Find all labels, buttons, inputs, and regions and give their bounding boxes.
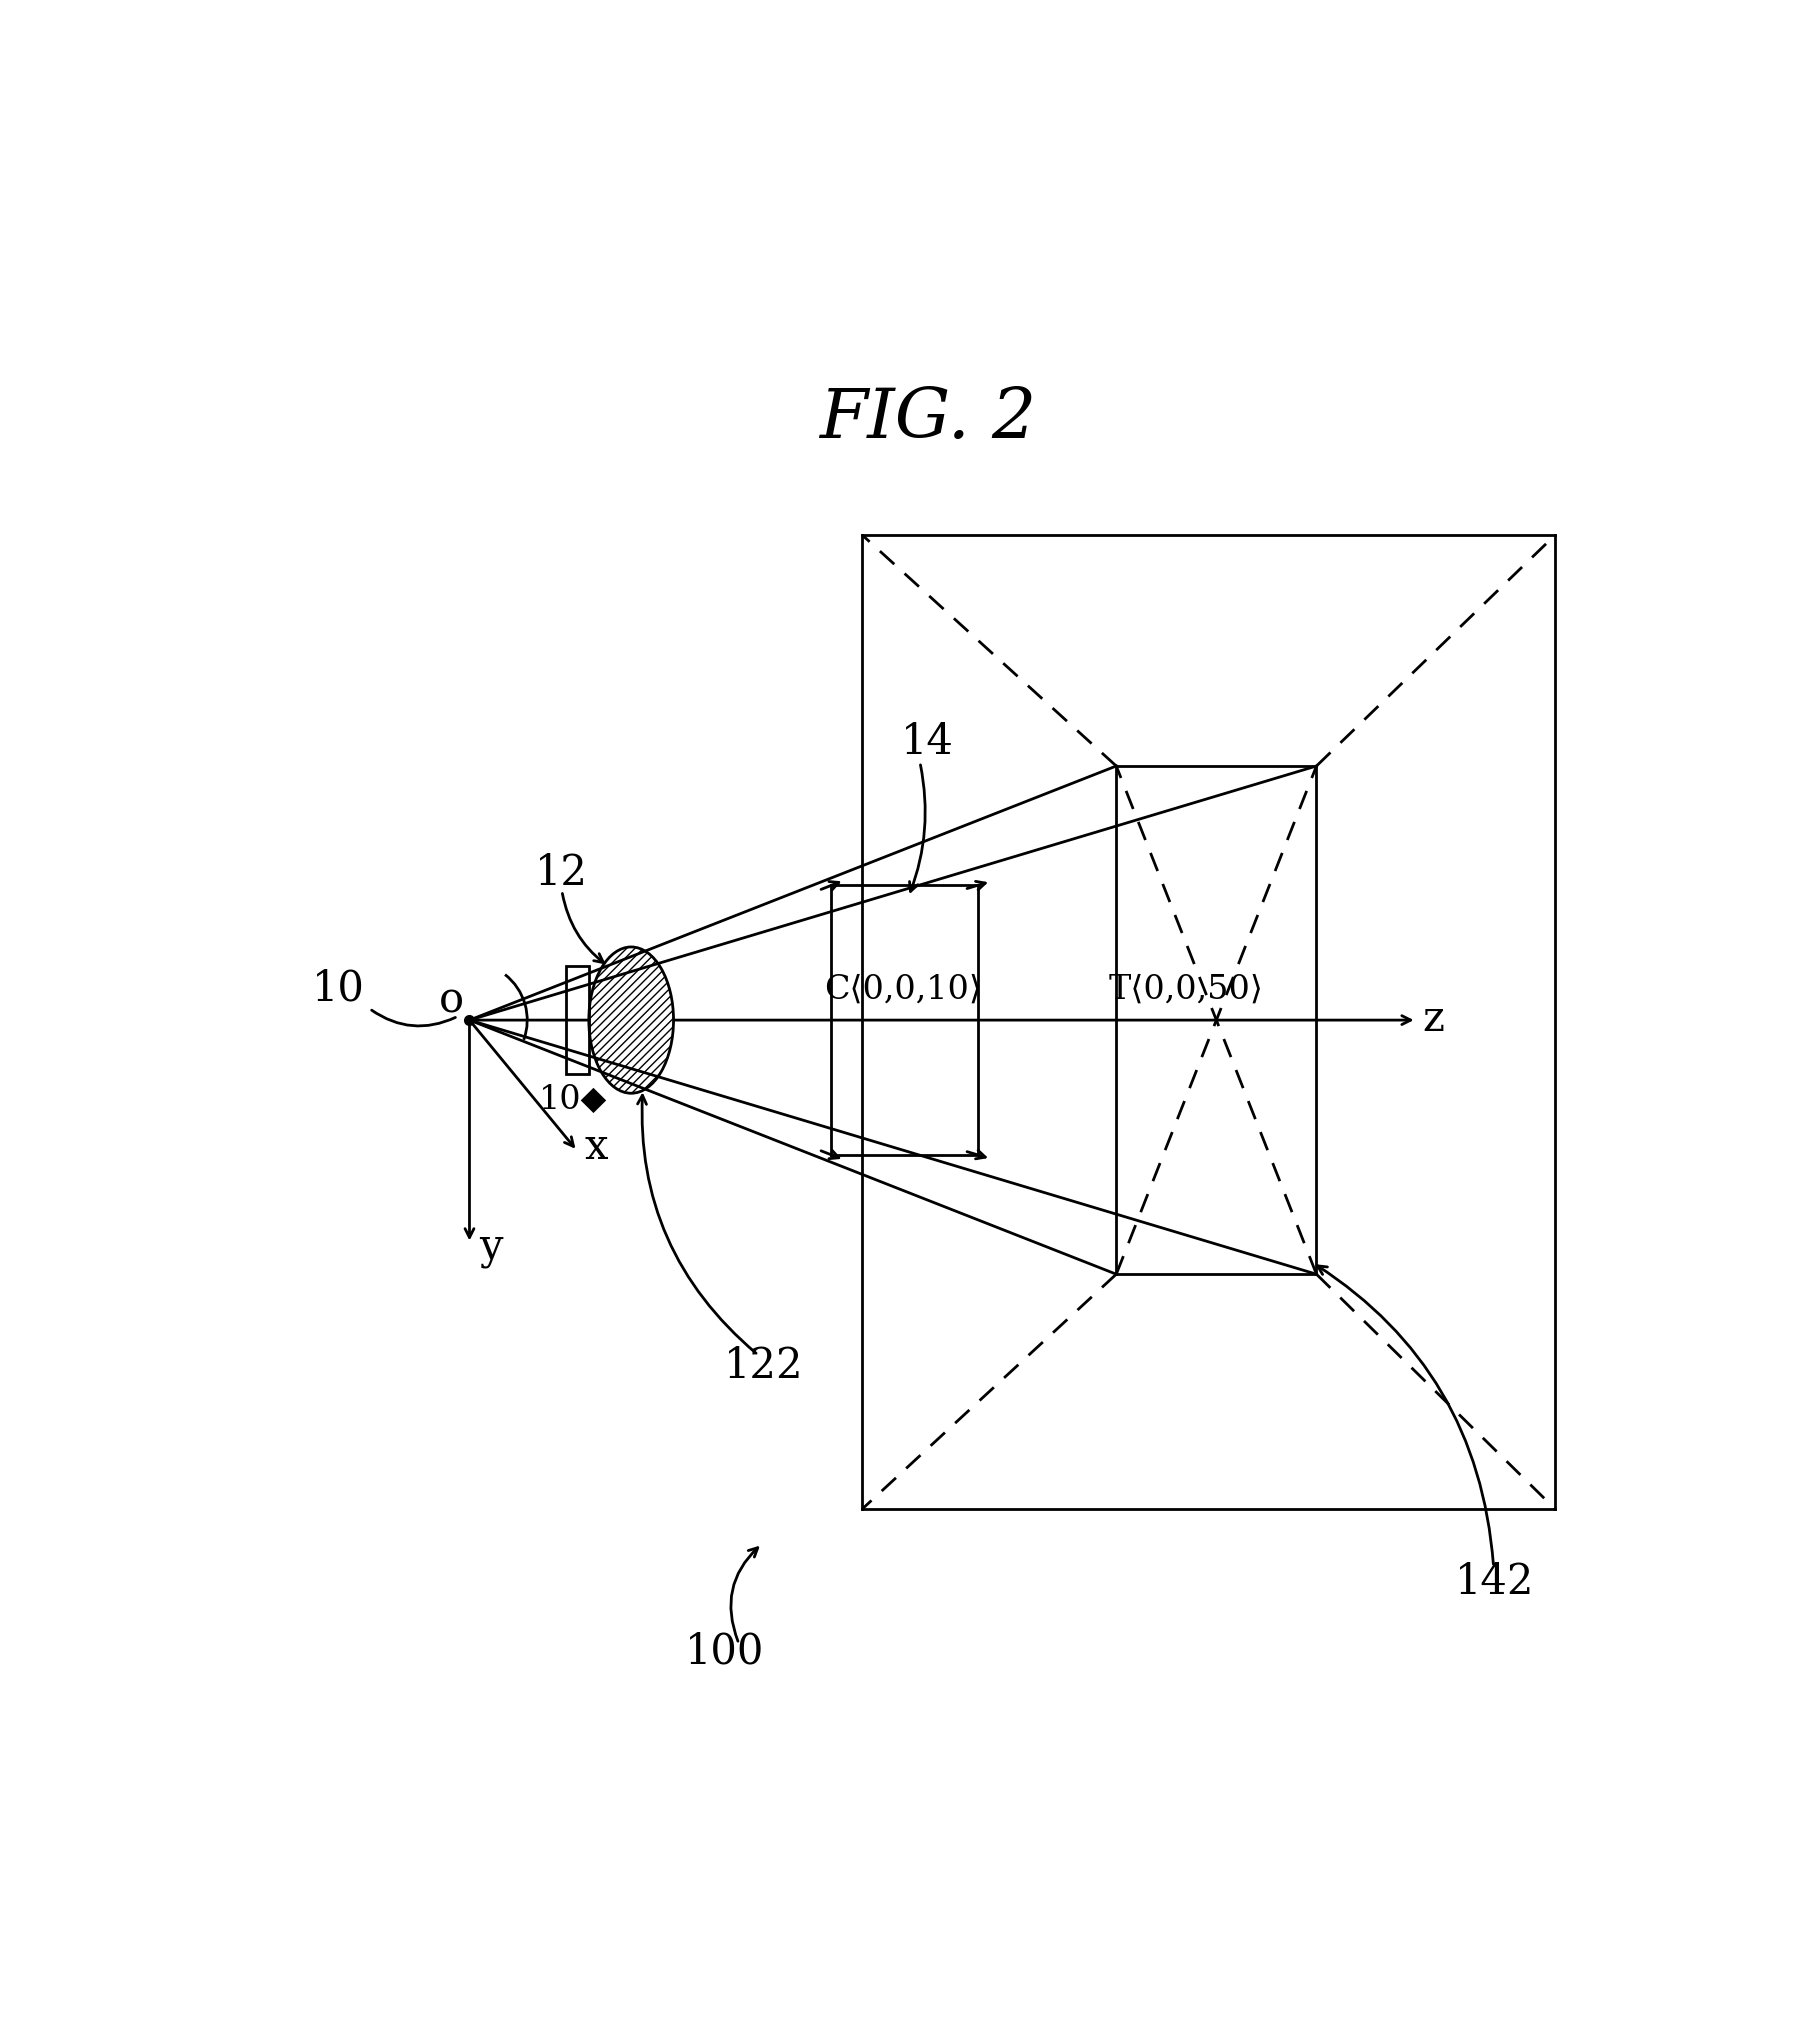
Bar — [567, 966, 588, 1075]
Text: 100: 100 — [684, 1630, 764, 1673]
Text: 10◆: 10◆ — [539, 1083, 606, 1115]
Text: 122: 122 — [724, 1345, 804, 1388]
Text: 12: 12 — [536, 852, 588, 895]
Text: x: x — [585, 1125, 608, 1168]
Text: z: z — [1423, 998, 1444, 1040]
FancyArrowPatch shape — [371, 1010, 456, 1026]
Text: 142: 142 — [1455, 1561, 1535, 1602]
Ellipse shape — [588, 947, 673, 1093]
Text: y: y — [478, 1226, 501, 1269]
Text: T⟨0,0,50⟩: T⟨0,0,50⟩ — [1108, 974, 1263, 1006]
Text: C⟨0,0,10⟩: C⟨0,0,10⟩ — [824, 974, 981, 1006]
Text: 14: 14 — [901, 721, 954, 764]
Text: o: o — [438, 980, 463, 1022]
Text: FIG. 2: FIG. 2 — [818, 386, 1037, 452]
Text: 10: 10 — [311, 968, 364, 1010]
